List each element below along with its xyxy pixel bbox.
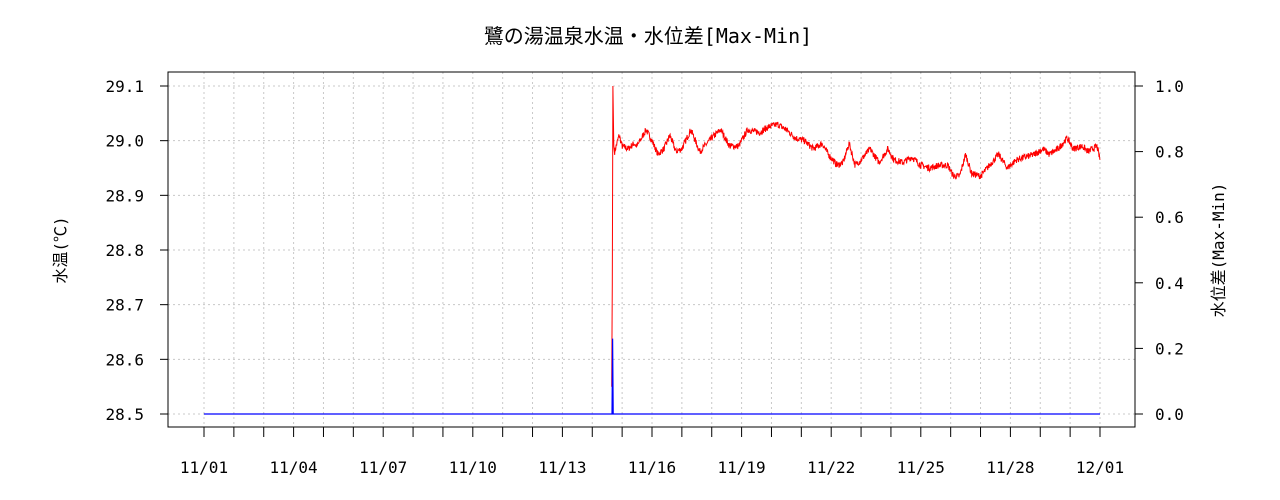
grid-lines <box>168 72 1135 427</box>
data-series <box>204 85 1101 415</box>
x-tick-label: 11/01 <box>180 458 228 477</box>
y-left-tick-label: 29.1 <box>105 77 144 96</box>
x-tick-label: 11/22 <box>807 458 855 477</box>
y-left-tick-label: 29.0 <box>105 132 144 151</box>
series-line-water-level-difference <box>204 338 1100 415</box>
y-left-tick-label: 28.6 <box>105 350 144 369</box>
x-tick-label: 11/19 <box>718 458 766 477</box>
y-right-tick-label: 0.0 <box>1155 405 1184 424</box>
y-right-tick-label: 0.6 <box>1155 208 1184 227</box>
y-left-tick-label: 28.9 <box>105 186 144 205</box>
x-tick-label: 11/28 <box>986 458 1034 477</box>
x-tick-label: 12/01 <box>1076 458 1124 477</box>
x-tick-label: 11/04 <box>270 458 318 477</box>
series-line-water-temperature <box>611 85 1101 387</box>
y-right-tick-label: 0.2 <box>1155 339 1184 358</box>
x-tick-label: 11/25 <box>897 458 945 477</box>
y-left-tick-label: 28.8 <box>105 241 144 260</box>
x-tick-label: 11/07 <box>359 458 407 477</box>
y-left-tick-label: 28.5 <box>105 405 144 424</box>
y-axis-label-left: 水温(℃) <box>51 216 70 283</box>
x-tick-label: 11/10 <box>449 458 497 477</box>
x-tick-label: 11/16 <box>628 458 676 477</box>
y-left-tick-label: 28.7 <box>105 296 144 315</box>
axes: 11/01 11/04 11/07 11/10 11/13 11/16 11/19 11/22… <box>105 77 1183 477</box>
y-axis-label-right: 水位差(Max-Min) <box>1209 183 1228 318</box>
y-right-tick-label: 0.4 <box>1155 274 1184 293</box>
y-right-tick-label: 0.8 <box>1155 143 1184 162</box>
chart-title: 鷺の湯温泉水温・水位差[Max-Min] <box>484 24 812 48</box>
y-right-tick-label: 1.0 <box>1155 77 1184 96</box>
x-tick-label: 11/13 <box>538 458 586 477</box>
